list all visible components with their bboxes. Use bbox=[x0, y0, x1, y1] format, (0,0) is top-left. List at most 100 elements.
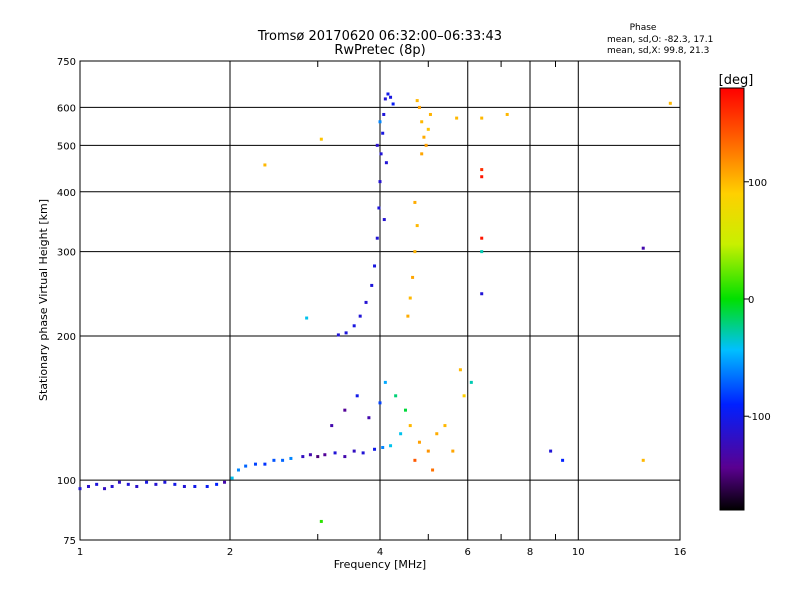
echo-point bbox=[263, 163, 267, 167]
echo-point bbox=[215, 482, 219, 486]
echo-point bbox=[375, 143, 379, 147]
echo-point bbox=[281, 458, 285, 462]
echo-point bbox=[378, 120, 382, 124]
echo-point bbox=[230, 476, 234, 480]
echo-point bbox=[375, 236, 379, 240]
chart-subtitle: RwPretec (8p) bbox=[334, 43, 425, 58]
echo-point bbox=[443, 424, 447, 428]
echo-point bbox=[263, 462, 267, 466]
echo-point bbox=[389, 444, 393, 448]
echo-point bbox=[391, 102, 395, 106]
colorbar-tick-label: 0 bbox=[748, 295, 754, 306]
colorbar bbox=[719, 87, 745, 511]
echo-point bbox=[561, 458, 565, 462]
echo-point bbox=[668, 101, 672, 105]
grid-lines bbox=[80, 61, 680, 540]
echo-point bbox=[408, 296, 412, 300]
phase-stats-heading: Phase bbox=[630, 23, 657, 33]
echo-point bbox=[377, 206, 381, 210]
echo-point bbox=[361, 451, 365, 455]
echo-point bbox=[408, 424, 412, 428]
echo-point bbox=[415, 224, 419, 228]
echo-point bbox=[381, 131, 385, 135]
echo-point bbox=[352, 324, 356, 328]
colorbar-ticks: 100 0 -100 bbox=[744, 178, 771, 423]
echo-point bbox=[641, 246, 645, 250]
echo-point bbox=[480, 175, 484, 179]
chart-title: Tromsø 20170620 06:32:00–06:33:43 bbox=[257, 29, 502, 44]
echo-point bbox=[308, 453, 312, 457]
y-tick-label: 200 bbox=[57, 332, 76, 343]
echo-point bbox=[382, 218, 386, 222]
echo-point bbox=[86, 484, 90, 488]
x-tick-label: 6 bbox=[465, 547, 471, 558]
echo-point bbox=[435, 432, 439, 436]
echo-point bbox=[373, 264, 377, 268]
echo-point bbox=[135, 484, 139, 488]
echo-point bbox=[223, 480, 227, 484]
echo-point bbox=[103, 487, 107, 491]
echo-point bbox=[305, 316, 309, 320]
echo-point bbox=[549, 449, 553, 453]
y-tick-label: 100 bbox=[57, 476, 76, 487]
echo-point bbox=[333, 451, 337, 455]
echo-point bbox=[469, 380, 473, 384]
echo-point bbox=[480, 236, 484, 240]
echo-point bbox=[355, 394, 359, 398]
echo-point bbox=[272, 458, 276, 462]
echo-point bbox=[182, 484, 186, 488]
echo-point bbox=[379, 152, 383, 156]
echo-point bbox=[253, 462, 257, 466]
echo-point bbox=[110, 484, 114, 488]
x-tick-label: 16 bbox=[674, 547, 687, 558]
x-tick-label: 8 bbox=[527, 547, 533, 558]
x-tick-labels: 1 2 4 6 8 10 16 bbox=[77, 547, 687, 558]
y-tick-labels: 75 100 200 300 400 500 600 750 bbox=[57, 57, 76, 547]
echo-point bbox=[323, 453, 327, 457]
echo-point bbox=[95, 482, 99, 486]
echo-point bbox=[455, 116, 459, 120]
echo-point bbox=[289, 456, 293, 460]
echo-point bbox=[413, 250, 417, 254]
echo-point bbox=[420, 152, 424, 156]
echo-point bbox=[382, 112, 386, 116]
echo-point bbox=[193, 484, 197, 488]
echo-point bbox=[480, 116, 484, 120]
echo-point bbox=[244, 464, 248, 468]
echo-point bbox=[384, 161, 388, 165]
echo-point bbox=[383, 97, 387, 101]
x-tick-label: 1 bbox=[77, 547, 83, 558]
echo-point bbox=[417, 105, 421, 109]
x-axis-label: Frequency [MHz] bbox=[334, 558, 426, 571]
echo-point bbox=[367, 416, 371, 420]
x-tick-label: 4 bbox=[377, 547, 383, 558]
echo-point bbox=[78, 487, 82, 491]
echo-point bbox=[413, 458, 417, 462]
echo-point bbox=[424, 143, 428, 147]
echo-points bbox=[78, 92, 672, 523]
echo-point bbox=[336, 333, 340, 337]
colorbar-tick-label: -100 bbox=[748, 412, 771, 423]
echo-point bbox=[205, 484, 209, 488]
echo-point bbox=[462, 394, 466, 398]
echo-point bbox=[330, 424, 334, 428]
echo-point bbox=[343, 408, 347, 412]
echo-point bbox=[413, 200, 417, 204]
echo-point bbox=[426, 449, 430, 453]
echo-point bbox=[480, 292, 484, 296]
echo-point bbox=[422, 135, 426, 139]
echo-point bbox=[154, 482, 158, 486]
phase-stats-x: mean, sd,X: 99.8, 21.3 bbox=[607, 46, 709, 56]
echo-point bbox=[343, 455, 347, 459]
x-tick-label: 10 bbox=[572, 547, 585, 558]
echo-point bbox=[406, 314, 410, 318]
colorbar-label: [deg] bbox=[719, 73, 754, 88]
echo-point bbox=[420, 120, 424, 124]
y-tick-label: 500 bbox=[57, 141, 76, 152]
echo-point bbox=[415, 99, 419, 103]
echo-point bbox=[319, 519, 323, 523]
echo-point bbox=[173, 482, 177, 486]
echo-point bbox=[480, 168, 484, 172]
echo-point bbox=[373, 447, 377, 451]
echo-point bbox=[352, 449, 356, 453]
